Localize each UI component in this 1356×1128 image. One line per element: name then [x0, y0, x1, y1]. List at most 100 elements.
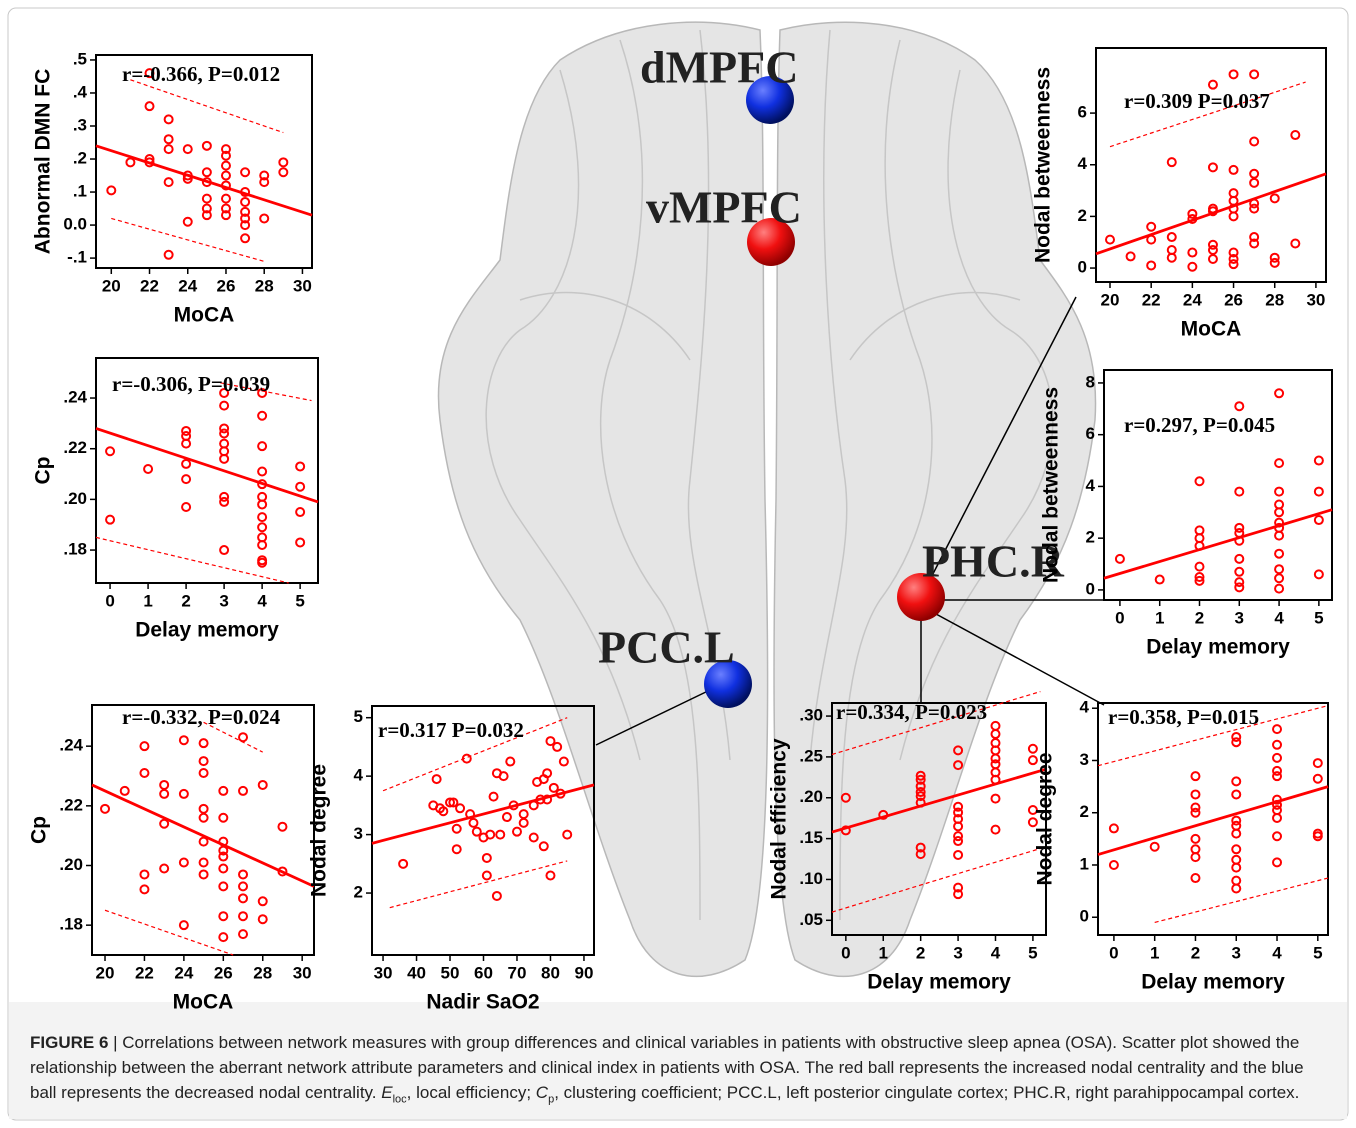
- y-tick-label: .2: [73, 149, 87, 168]
- point: [1190, 807, 1201, 818]
- y-tick-label: .10: [799, 869, 823, 888]
- point: [220, 150, 231, 161]
- point: [1272, 812, 1283, 823]
- x-tick-label: 2: [1195, 608, 1204, 627]
- x-tick-label: 1: [1150, 943, 1159, 962]
- point: [953, 821, 964, 832]
- plot-frame: [95, 54, 313, 269]
- x-tick-label: 28: [253, 963, 272, 982]
- x-tick-label: 3: [953, 943, 962, 962]
- point: [840, 792, 851, 803]
- point: [990, 753, 1001, 764]
- point: [257, 466, 268, 477]
- point: [461, 753, 472, 764]
- caption-symbol: C: [535, 1083, 549, 1102]
- point: [220, 180, 231, 191]
- point: [555, 788, 566, 799]
- point: [953, 807, 964, 818]
- point: [953, 836, 964, 847]
- point: [1166, 232, 1177, 243]
- point: [238, 732, 249, 743]
- x-axis-label: MoCA: [173, 991, 234, 1014]
- point: [1146, 234, 1157, 245]
- point: [182, 170, 193, 181]
- point: [218, 845, 229, 856]
- point: [178, 735, 189, 746]
- point: [201, 193, 212, 204]
- point: [277, 821, 288, 832]
- annotation: r=0.297, P=0.045: [1124, 413, 1275, 437]
- point: [163, 134, 174, 145]
- y-tick-label: .30: [799, 706, 823, 725]
- annotation: r=0.317 P=0.032: [378, 718, 524, 742]
- point: [218, 863, 229, 874]
- point: [201, 177, 212, 188]
- plot-frame: [1097, 702, 1329, 936]
- point: [181, 425, 192, 436]
- caption-subscript: loc: [392, 1093, 407, 1106]
- point: [1231, 737, 1242, 748]
- y-axis-label: Abnormal DMN FC: [32, 69, 55, 255]
- y-tick-label: .3: [73, 115, 87, 134]
- point: [182, 144, 193, 155]
- point: [1187, 247, 1198, 258]
- x-tick-label: 1: [1155, 608, 1164, 627]
- point: [219, 545, 230, 556]
- point: [219, 423, 230, 434]
- point: [1249, 238, 1260, 249]
- point: [1272, 794, 1283, 805]
- point: [178, 920, 189, 931]
- point: [1027, 743, 1038, 754]
- y-tick-label: .4: [73, 82, 88, 101]
- point: [1108, 823, 1119, 834]
- x-tick-label: 4: [1274, 608, 1284, 627]
- point: [125, 157, 136, 168]
- point: [220, 160, 231, 171]
- point: [1269, 252, 1280, 263]
- point: [163, 177, 174, 188]
- point: [1274, 573, 1285, 584]
- point: [1114, 553, 1125, 564]
- point: [259, 213, 270, 224]
- point: [1166, 157, 1177, 168]
- point: [528, 800, 539, 811]
- y-tick-label: 0: [1078, 258, 1087, 277]
- y-tick-label: 4: [1078, 154, 1088, 173]
- point: [1249, 168, 1260, 179]
- point: [238, 881, 249, 892]
- ci-line: [130, 79, 284, 134]
- point: [451, 844, 462, 855]
- point: [218, 851, 229, 862]
- x-tick-label: 24: [174, 963, 193, 982]
- x-tick-label: 80: [541, 963, 560, 982]
- y-tick-label: .18: [59, 915, 83, 934]
- point: [1272, 724, 1283, 735]
- point: [1249, 203, 1260, 214]
- point: [1194, 476, 1205, 487]
- point: [1274, 388, 1285, 399]
- point: [1154, 574, 1165, 585]
- caption-text: , local efficiency;: [406, 1083, 536, 1102]
- x-axis-label: MoCA: [1181, 318, 1242, 341]
- caption-symbol: E: [381, 1083, 393, 1102]
- y-tick-label: 4: [354, 766, 364, 785]
- x-tick-label: 28: [1265, 290, 1284, 309]
- point: [438, 806, 449, 817]
- region-ball: [704, 660, 752, 708]
- point: [562, 829, 573, 840]
- point: [238, 911, 249, 922]
- point: [181, 474, 192, 485]
- region-label: dMPFC: [640, 42, 798, 93]
- point: [1228, 254, 1239, 265]
- y-tick-label: .24: [59, 736, 83, 755]
- y-tick-label: 8: [1086, 372, 1095, 391]
- point: [1190, 833, 1201, 844]
- point: [1269, 193, 1280, 204]
- x-tick-label: 1: [879, 943, 888, 962]
- point: [1231, 883, 1242, 894]
- point: [295, 481, 306, 492]
- y-tick-label: .20: [799, 787, 823, 806]
- point: [548, 782, 559, 793]
- point: [445, 797, 456, 808]
